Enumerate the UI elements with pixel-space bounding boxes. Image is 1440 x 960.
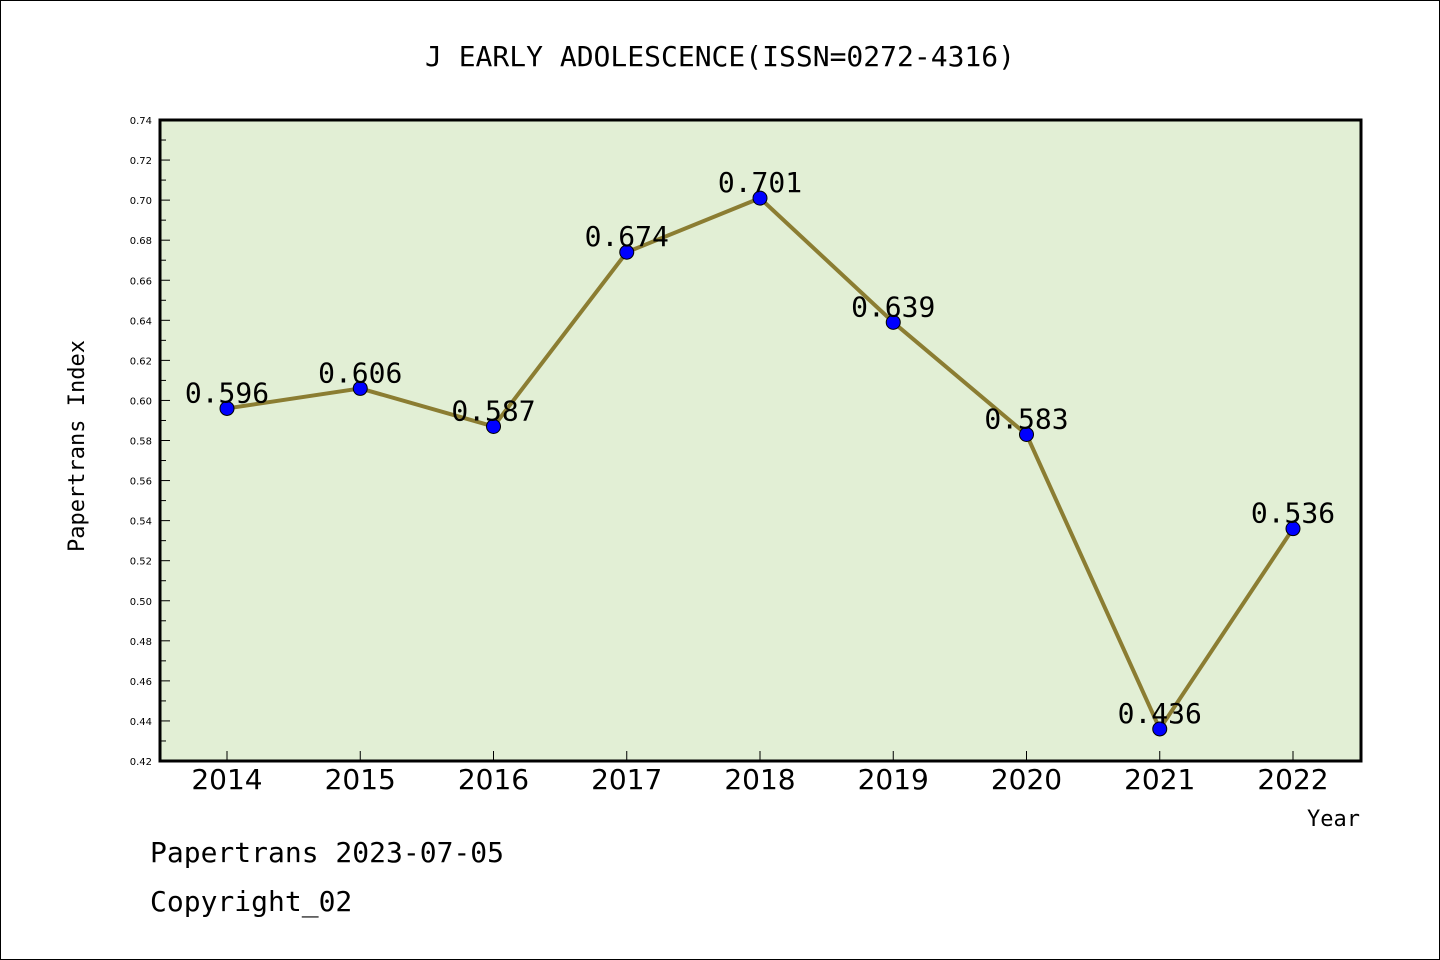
y-axis: 0.42 0.44 0.46 0.48 0.50 0.52 0.54 0.56 0.58 0.60… [130,116,170,768]
footer-copyright: Copyright_02 [150,885,353,918]
x-axis: 2014 2015 2016 2017 2018 2019 2020 2021 2022 [191,751,1329,796]
y-tick-label: 0.58 [130,437,152,448]
data-label: 0.536 [1251,497,1335,530]
y-tick-label: 0.48 [130,637,152,648]
data-point [1285,521,1301,537]
x-axis-label: Year [1307,807,1360,832]
x-tick-label: 2019 [858,763,929,796]
y-axis-label: Papertrans Index [65,340,90,552]
data-label: 0.639 [851,290,935,323]
x-tick-label: 2018 [724,763,795,796]
plot-area [158,118,1363,763]
y-tick-label: 0.68 [130,236,152,247]
series-0 [219,190,1301,737]
data-label: 0.587 [451,394,535,427]
footer-date: Papertrans 2023-07-05 [150,836,505,869]
y-tick-label: 0.42 [130,757,152,768]
y-tick-label: 0.64 [130,316,152,327]
y-tick-label: 0.62 [130,356,152,367]
data-point [486,418,501,434]
y-tick-label: 0.52 [130,557,152,568]
y-tick-label: 0.54 [130,517,152,528]
x-tick-label: 2022 [1257,763,1328,796]
x-tick-label: 2014 [191,763,262,796]
y-tick-label: 0.44 [130,717,152,728]
data-label: 0.583 [984,402,1068,435]
y-tick-label: 0.50 [130,597,152,608]
y-tick-label: 0.46 [130,677,152,688]
y-tick-label: 0.74 [130,116,152,127]
data-point [619,244,635,260]
chart-title: J EARLY ADOLESCENCE(ISSN=0272-4316) [425,40,1015,73]
x-tick-label: 2015 [325,763,396,796]
y-tick-label: 0.66 [130,276,152,287]
y-tick-label: 0.60 [130,396,152,407]
y-tick-label: 0.70 [130,196,152,207]
data-label: 0.701 [718,166,802,199]
x-tick-label: 2020 [991,763,1062,796]
data-point [352,380,368,396]
data-labels: 0.596 0.606 0.587 0.674 0.701 0.639 0.583 0.436… [185,166,1335,730]
data-label: 0.606 [318,356,402,389]
x-tick-label: 2017 [591,763,662,796]
data-label: 0.596 [185,376,269,409]
data-label: 0.436 [1118,697,1202,730]
x-tick-label: 2021 [1124,763,1195,796]
x-tick-label: 2016 [458,763,529,796]
data-point [219,400,235,416]
y-tick-label: 0.56 [130,477,152,488]
data-point [752,190,768,206]
data-label: 0.674 [585,220,669,253]
y-tick-label: 0.72 [130,156,152,167]
data-point [1152,721,1168,737]
data-point [885,314,901,330]
data-point [1019,426,1034,442]
